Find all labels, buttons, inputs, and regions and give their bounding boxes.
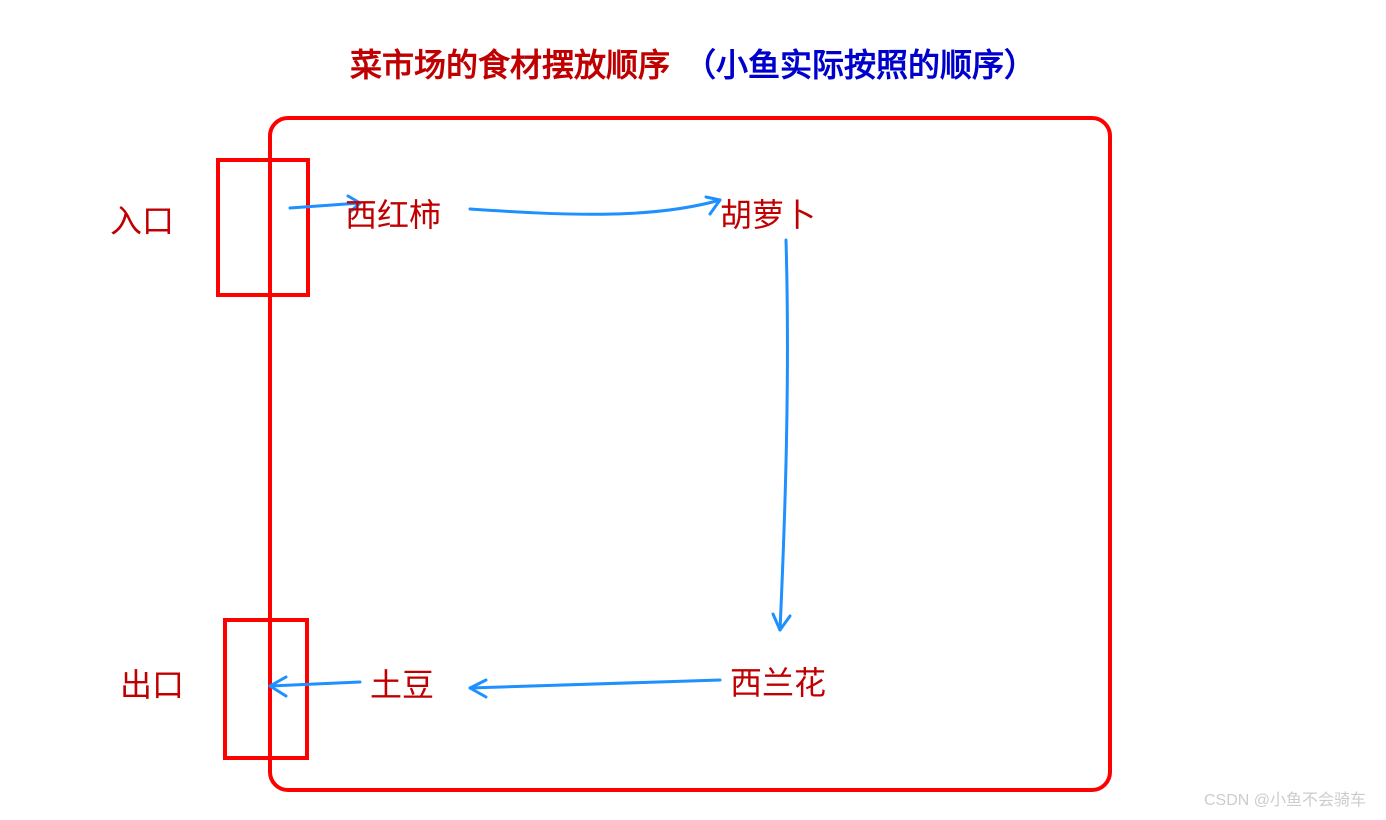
entrance-label: 入口 bbox=[110, 196, 174, 242]
exit-label: 出口 bbox=[120, 660, 184, 706]
carrot-label: 胡萝卜 bbox=[720, 190, 816, 236]
broccoli-label: 西兰花 bbox=[730, 658, 826, 704]
carrot-to-broccoli bbox=[780, 240, 787, 630]
broccoli-to-potato bbox=[470, 680, 720, 688]
tomato-label: 西红柿 bbox=[345, 190, 441, 236]
exit-box bbox=[225, 620, 307, 758]
arrows bbox=[270, 196, 790, 697]
tomato-to-carrot bbox=[470, 200, 720, 214]
entrance-box bbox=[218, 160, 308, 295]
potato-to-exit bbox=[270, 682, 360, 686]
potato-label: 土豆 bbox=[370, 660, 434, 706]
tomato-to-carrot-head bbox=[706, 197, 720, 214]
diagram-svg bbox=[0, 0, 1386, 820]
watermark: CSDN @小鱼不会骑车 bbox=[1204, 786, 1366, 810]
